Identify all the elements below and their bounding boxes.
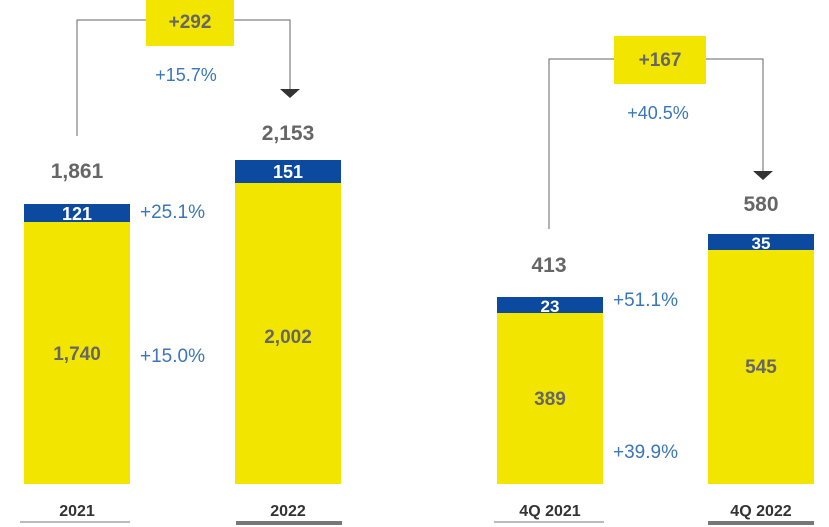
label-4q2022-main: 545 — [745, 357, 777, 378]
label-4q2021-top: 23 — [541, 297, 560, 316]
change-box-annual — [146, 0, 234, 46]
total-2021: 1,861 — [51, 160, 104, 183]
panel-quarterly: 389 23 545 35 413 580 +51.1% +39.9% +167… — [494, 36, 814, 525]
bar-4q2021-top — [497, 297, 603, 313]
label-4q2022-top: 35 — [752, 234, 771, 253]
bar-2022-main — [235, 183, 341, 484]
arrow-quarterly — [753, 171, 773, 180]
label-2021-main: 1,740 — [53, 344, 101, 365]
change-abs-annual: +292 — [169, 12, 212, 33]
category-4q2021: 4Q 2021 — [519, 503, 580, 520]
bar-2021-main — [24, 222, 130, 484]
bar-2021-top — [24, 204, 130, 222]
total-4q2021: 413 — [531, 254, 566, 277]
arrow-annual — [280, 89, 300, 98]
connector-quarterly — [548, 58, 764, 229]
bar-4q2022-main — [708, 250, 814, 484]
label-2022-top: 151 — [273, 162, 303, 182]
change-abs-quarterly: +167 — [639, 50, 682, 71]
category-2021: 2021 — [59, 503, 95, 520]
growth-bottom-annual: +15.0% — [140, 346, 205, 367]
change-box-quarterly — [614, 36, 706, 84]
label-2022-main: 2,002 — [264, 327, 312, 348]
total-2022: 2,153 — [262, 122, 315, 145]
bar-4q2021-main — [497, 313, 603, 484]
growth-top-annual: +25.1% — [140, 202, 205, 223]
total-4q2022: 580 — [743, 193, 778, 216]
growth-bottom-quarterly: +39.9% — [613, 442, 678, 463]
category-4q2022: 4Q 2022 — [730, 503, 791, 520]
bar-2022-top — [235, 160, 341, 183]
growth-top-quarterly: +51.1% — [613, 290, 678, 311]
bar-4q2022-top — [708, 234, 814, 250]
label-4q2021-main: 389 — [534, 389, 566, 410]
change-pct-annual: +15.7% — [155, 65, 217, 85]
change-pct-quarterly: +40.5% — [627, 103, 689, 123]
panel-annual: 1,740 121 2,002 151 1,861 2,153 +25.1% +… — [20, 0, 342, 525]
category-2022: 2022 — [270, 503, 306, 520]
label-2021-top: 121 — [62, 204, 92, 224]
